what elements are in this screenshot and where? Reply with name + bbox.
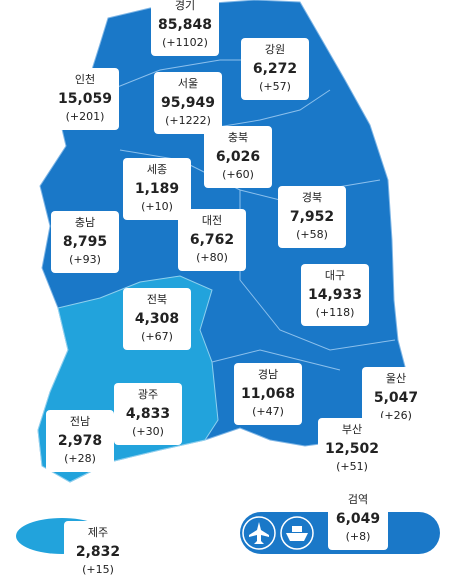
region-total: 1,189 (135, 181, 179, 197)
region-change: (+60) (222, 168, 254, 181)
region-total: 6,762 (190, 232, 234, 248)
region-total: 11,068 (241, 386, 295, 402)
region-total: 15,059 (58, 91, 112, 107)
region-box (301, 264, 369, 326)
region-change: (+30) (132, 425, 164, 438)
region-box (123, 158, 191, 220)
region-box (46, 410, 114, 472)
ship-icon (286, 526, 308, 541)
region-total: 2,978 (58, 433, 102, 449)
region-total: 95,949 (161, 95, 215, 111)
region-change: (+8) (346, 530, 371, 543)
airplane-icon (242, 516, 276, 550)
region-box (154, 72, 222, 134)
ship-icon (280, 516, 314, 550)
region-change: (+201) (66, 110, 105, 123)
region-name: 전남 (70, 415, 90, 428)
region-name: 제주 (88, 526, 108, 539)
region-change: (+26) (380, 409, 412, 422)
region-name: 경남 (258, 368, 278, 381)
region-change: (+47) (252, 405, 284, 418)
region-change: (+10) (141, 200, 173, 213)
region-name: 대전 (202, 214, 222, 227)
region-change: (+1102) (162, 36, 208, 49)
region-total: 6,272 (253, 61, 297, 77)
region-name: 경북 (302, 191, 322, 204)
region-total: 4,308 (135, 311, 179, 327)
region-change: (+28) (64, 452, 96, 465)
region-name: 강원 (265, 43, 285, 56)
region-total: 85,848 (158, 17, 212, 33)
region-name: 대구 (325, 269, 345, 282)
region-name: 충남 (75, 216, 95, 229)
region-change: (+118) (316, 306, 355, 319)
region-name: 광주 (138, 388, 158, 401)
region-total: 5,047 (374, 390, 418, 406)
region-change: (+57) (259, 80, 291, 93)
region-name: 경기 (175, 0, 195, 12)
region-name: 인천 (75, 72, 95, 86)
region-box (362, 367, 430, 429)
region-name: 검역 (348, 493, 368, 506)
region-total: 6,026 (216, 149, 260, 165)
region-box (318, 418, 386, 480)
region-change: (+1222) (165, 114, 211, 127)
region-box (151, 0, 219, 56)
region-box (51, 68, 119, 130)
region-total: 4,833 (126, 406, 170, 422)
region-box (241, 38, 309, 100)
region-name: 울산 (386, 372, 406, 385)
region-total: 14,933 (308, 287, 362, 303)
region-box (178, 209, 246, 271)
region-total: 2,832 (76, 544, 120, 560)
region-total: 7,952 (290, 209, 334, 225)
region-box (278, 186, 346, 248)
region-name: 세종 (147, 163, 167, 176)
region-box (123, 288, 191, 350)
region-name: 전북 (147, 293, 167, 306)
region-total: 8,795 (63, 234, 107, 250)
region-box (114, 383, 182, 445)
region-change: (+58) (296, 228, 328, 241)
region-change: (+15) (82, 563, 114, 576)
region-box (204, 126, 272, 188)
region-total: 12,502 (325, 441, 379, 457)
region-total: 6,049 (336, 511, 380, 527)
region-box (64, 521, 132, 583)
quarantine-box (328, 488, 388, 550)
region-name: 충북 (228, 131, 248, 144)
region-box (51, 211, 119, 273)
region-box (234, 363, 302, 425)
airplane-icon (249, 522, 269, 544)
region-name: 부산 (342, 423, 362, 436)
region-change: (+93) (69, 253, 101, 266)
region-name: 서울 (178, 77, 198, 90)
region-change: (+67) (141, 330, 173, 343)
region-change: (+51) (336, 460, 368, 473)
region-change: (+80) (196, 251, 228, 264)
